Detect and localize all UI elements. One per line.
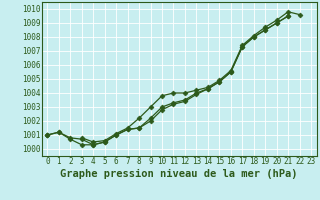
X-axis label: Graphe pression niveau de la mer (hPa): Graphe pression niveau de la mer (hPa) <box>60 169 298 179</box>
